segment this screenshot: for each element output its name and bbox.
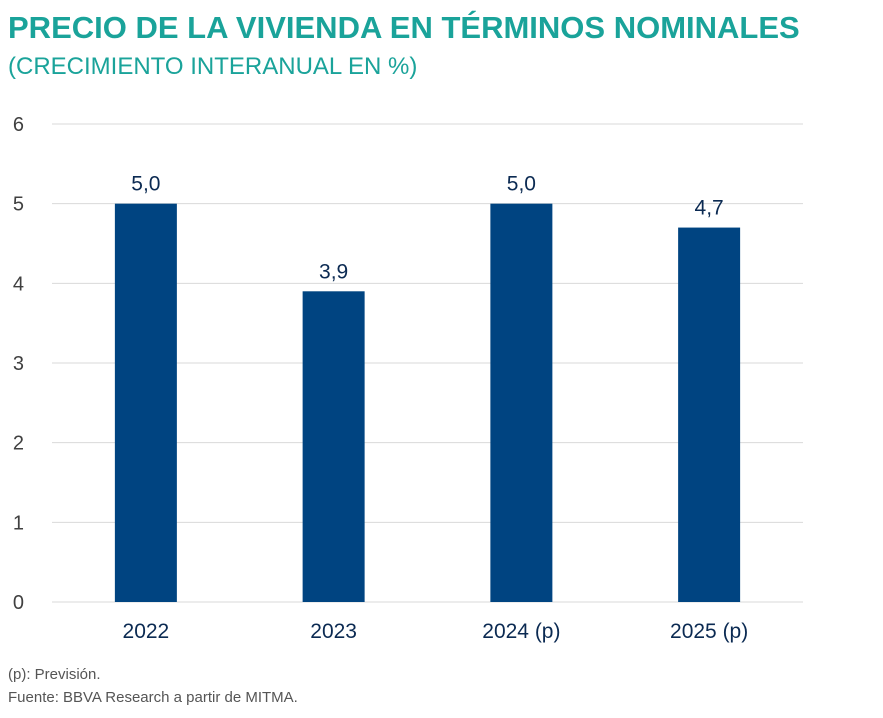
bar-value-label: 4,7 [695, 197, 724, 220]
chart-title: PRECIO DE LA VIVIENDA EN TÉRMINOS NOMINA… [8, 10, 800, 45]
y-tick-label: 3 [13, 353, 24, 375]
chart-subtitle: (CRECIMIENTO INTERANUAL EN %) [8, 53, 418, 80]
source-note: Fuente: BBVA Research a partir de MITMA. [8, 689, 298, 706]
y-tick-label: 6 [13, 114, 24, 136]
x-tick-label: 2023 [310, 620, 357, 643]
bar-value-label: 5,0 [131, 173, 160, 196]
y-tick-label: 0 [13, 592, 24, 614]
bar-value-label: 5,0 [507, 173, 536, 196]
y-tick-label: 5 [13, 194, 24, 216]
bar [678, 227, 741, 603]
y-tick-label: 2 [13, 433, 24, 455]
bar-value-label: 3,9 [319, 260, 348, 283]
x-axis-ticks: 2022 2023 2024 (p) 2025 (p) [123, 620, 749, 643]
bar [114, 203, 177, 602]
y-tick-label: 4 [13, 273, 24, 295]
y-axis-ticks: 0 1 2 3 4 5 6 [13, 114, 24, 614]
forecast-note: (p): Previsión. [8, 666, 101, 683]
gridlines [52, 123, 803, 603]
x-tick-label: 2024 (p) [482, 620, 560, 643]
bar [302, 291, 365, 602]
y-tick-label: 1 [13, 512, 24, 534]
x-tick-label: 2025 (p) [670, 620, 748, 643]
value-labels: 5,0 3,9 5,0 4,7 [131, 173, 723, 284]
x-tick-label: 2022 [123, 620, 170, 643]
bar [490, 203, 553, 602]
bars [114, 203, 741, 603]
